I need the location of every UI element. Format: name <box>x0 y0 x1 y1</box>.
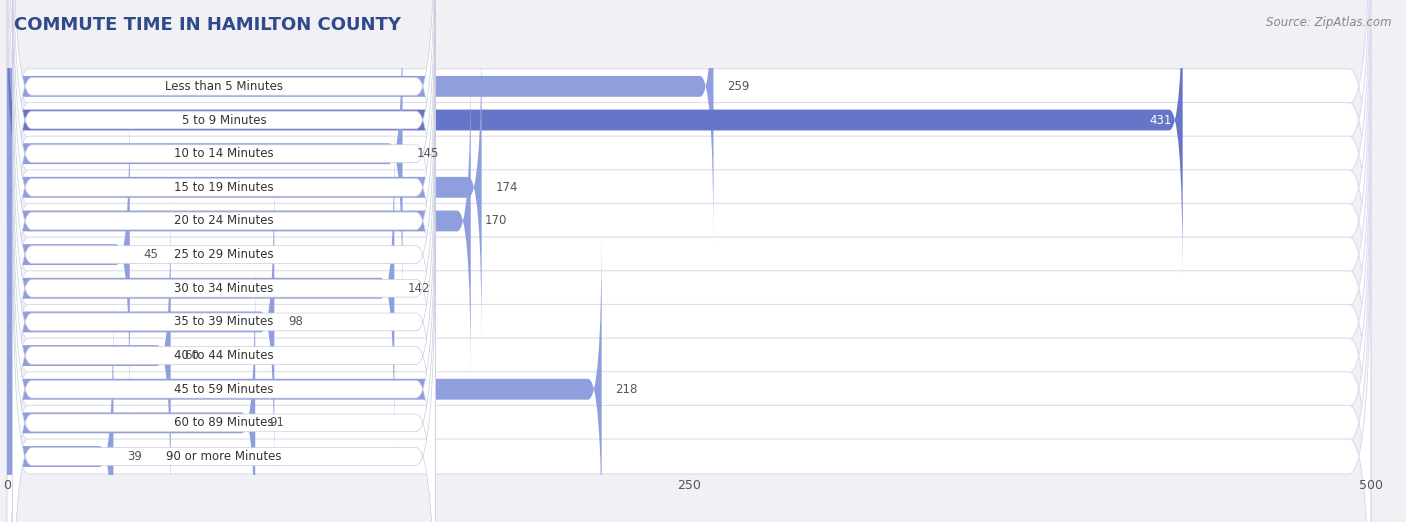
Text: 45 to 59 Minutes: 45 to 59 Minutes <box>174 383 274 396</box>
Text: 90 or more Minutes: 90 or more Minutes <box>166 450 281 463</box>
Text: 10 to 14 Minutes: 10 to 14 Minutes <box>174 147 274 160</box>
FancyBboxPatch shape <box>7 37 1371 522</box>
Text: 145: 145 <box>416 147 439 160</box>
FancyBboxPatch shape <box>7 205 1371 522</box>
FancyBboxPatch shape <box>13 162 436 522</box>
FancyBboxPatch shape <box>7 0 1371 338</box>
FancyBboxPatch shape <box>7 70 1371 522</box>
Text: 30 to 34 Minutes: 30 to 34 Minutes <box>174 282 274 295</box>
Text: 60: 60 <box>184 349 200 362</box>
FancyBboxPatch shape <box>7 0 1371 472</box>
FancyBboxPatch shape <box>7 3 1371 506</box>
Text: 431: 431 <box>1149 113 1171 126</box>
FancyBboxPatch shape <box>7 63 471 379</box>
Text: 39: 39 <box>127 450 142 463</box>
Text: 170: 170 <box>484 215 506 228</box>
Text: 5 to 9 Minutes: 5 to 9 Minutes <box>181 113 266 126</box>
FancyBboxPatch shape <box>7 0 713 244</box>
Text: 142: 142 <box>408 282 430 295</box>
FancyBboxPatch shape <box>7 299 114 522</box>
Text: 98: 98 <box>288 315 302 328</box>
FancyBboxPatch shape <box>13 62 436 515</box>
Text: Less than 5 Minutes: Less than 5 Minutes <box>165 80 283 93</box>
FancyBboxPatch shape <box>7 0 1182 278</box>
Text: 40 to 44 Minutes: 40 to 44 Minutes <box>174 349 274 362</box>
FancyBboxPatch shape <box>7 97 129 412</box>
FancyBboxPatch shape <box>7 198 170 513</box>
FancyBboxPatch shape <box>13 230 436 522</box>
FancyBboxPatch shape <box>7 171 1371 522</box>
Text: 91: 91 <box>269 417 284 430</box>
FancyBboxPatch shape <box>7 137 1371 522</box>
Text: Source: ZipAtlas.com: Source: ZipAtlas.com <box>1267 16 1392 29</box>
FancyBboxPatch shape <box>7 0 402 312</box>
FancyBboxPatch shape <box>13 0 436 381</box>
FancyBboxPatch shape <box>7 104 1371 522</box>
FancyBboxPatch shape <box>13 95 436 522</box>
Text: 20 to 24 Minutes: 20 to 24 Minutes <box>174 215 274 228</box>
FancyBboxPatch shape <box>7 0 1371 372</box>
FancyBboxPatch shape <box>13 28 436 481</box>
FancyBboxPatch shape <box>13 0 436 313</box>
FancyBboxPatch shape <box>7 164 274 480</box>
FancyBboxPatch shape <box>13 0 436 448</box>
Text: 35 to 39 Minutes: 35 to 39 Minutes <box>174 315 274 328</box>
Text: 45: 45 <box>143 248 159 261</box>
Text: 15 to 19 Minutes: 15 to 19 Minutes <box>174 181 274 194</box>
Text: 218: 218 <box>616 383 638 396</box>
Text: 259: 259 <box>727 80 749 93</box>
FancyBboxPatch shape <box>7 0 1371 439</box>
Text: 25 to 29 Minutes: 25 to 29 Minutes <box>174 248 274 261</box>
Text: 60 to 89 Minutes: 60 to 89 Minutes <box>174 417 274 430</box>
FancyBboxPatch shape <box>7 265 256 522</box>
FancyBboxPatch shape <box>13 0 436 347</box>
Text: 174: 174 <box>495 181 517 194</box>
FancyBboxPatch shape <box>7 130 394 446</box>
FancyBboxPatch shape <box>13 129 436 522</box>
FancyBboxPatch shape <box>7 30 482 345</box>
FancyBboxPatch shape <box>13 196 436 522</box>
FancyBboxPatch shape <box>13 0 436 414</box>
FancyBboxPatch shape <box>7 0 1371 406</box>
FancyBboxPatch shape <box>7 231 602 522</box>
Text: COMMUTE TIME IN HAMILTON COUNTY: COMMUTE TIME IN HAMILTON COUNTY <box>14 16 401 33</box>
